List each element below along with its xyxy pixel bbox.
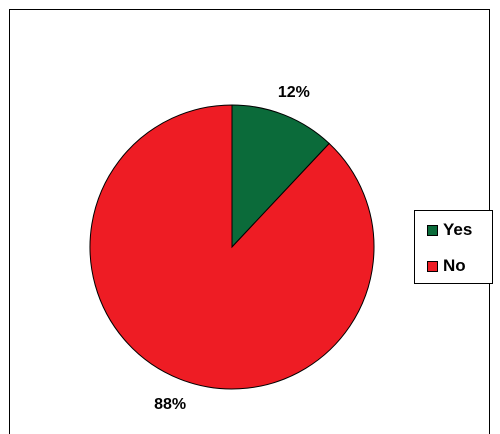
- legend-label-yes: Yes: [443, 220, 472, 240]
- legend-swatch-yes: [427, 225, 438, 236]
- legend: Yes No: [414, 210, 493, 284]
- legend-item-no: No: [427, 256, 466, 276]
- legend-label-no: No: [443, 256, 466, 276]
- legend-swatch-no: [427, 261, 438, 272]
- data-label-no: 88%: [154, 396, 186, 413]
- data-label-yes: 12%: [278, 84, 310, 101]
- pie-slice-no: [90, 105, 374, 389]
- legend-item-yes: Yes: [427, 220, 472, 240]
